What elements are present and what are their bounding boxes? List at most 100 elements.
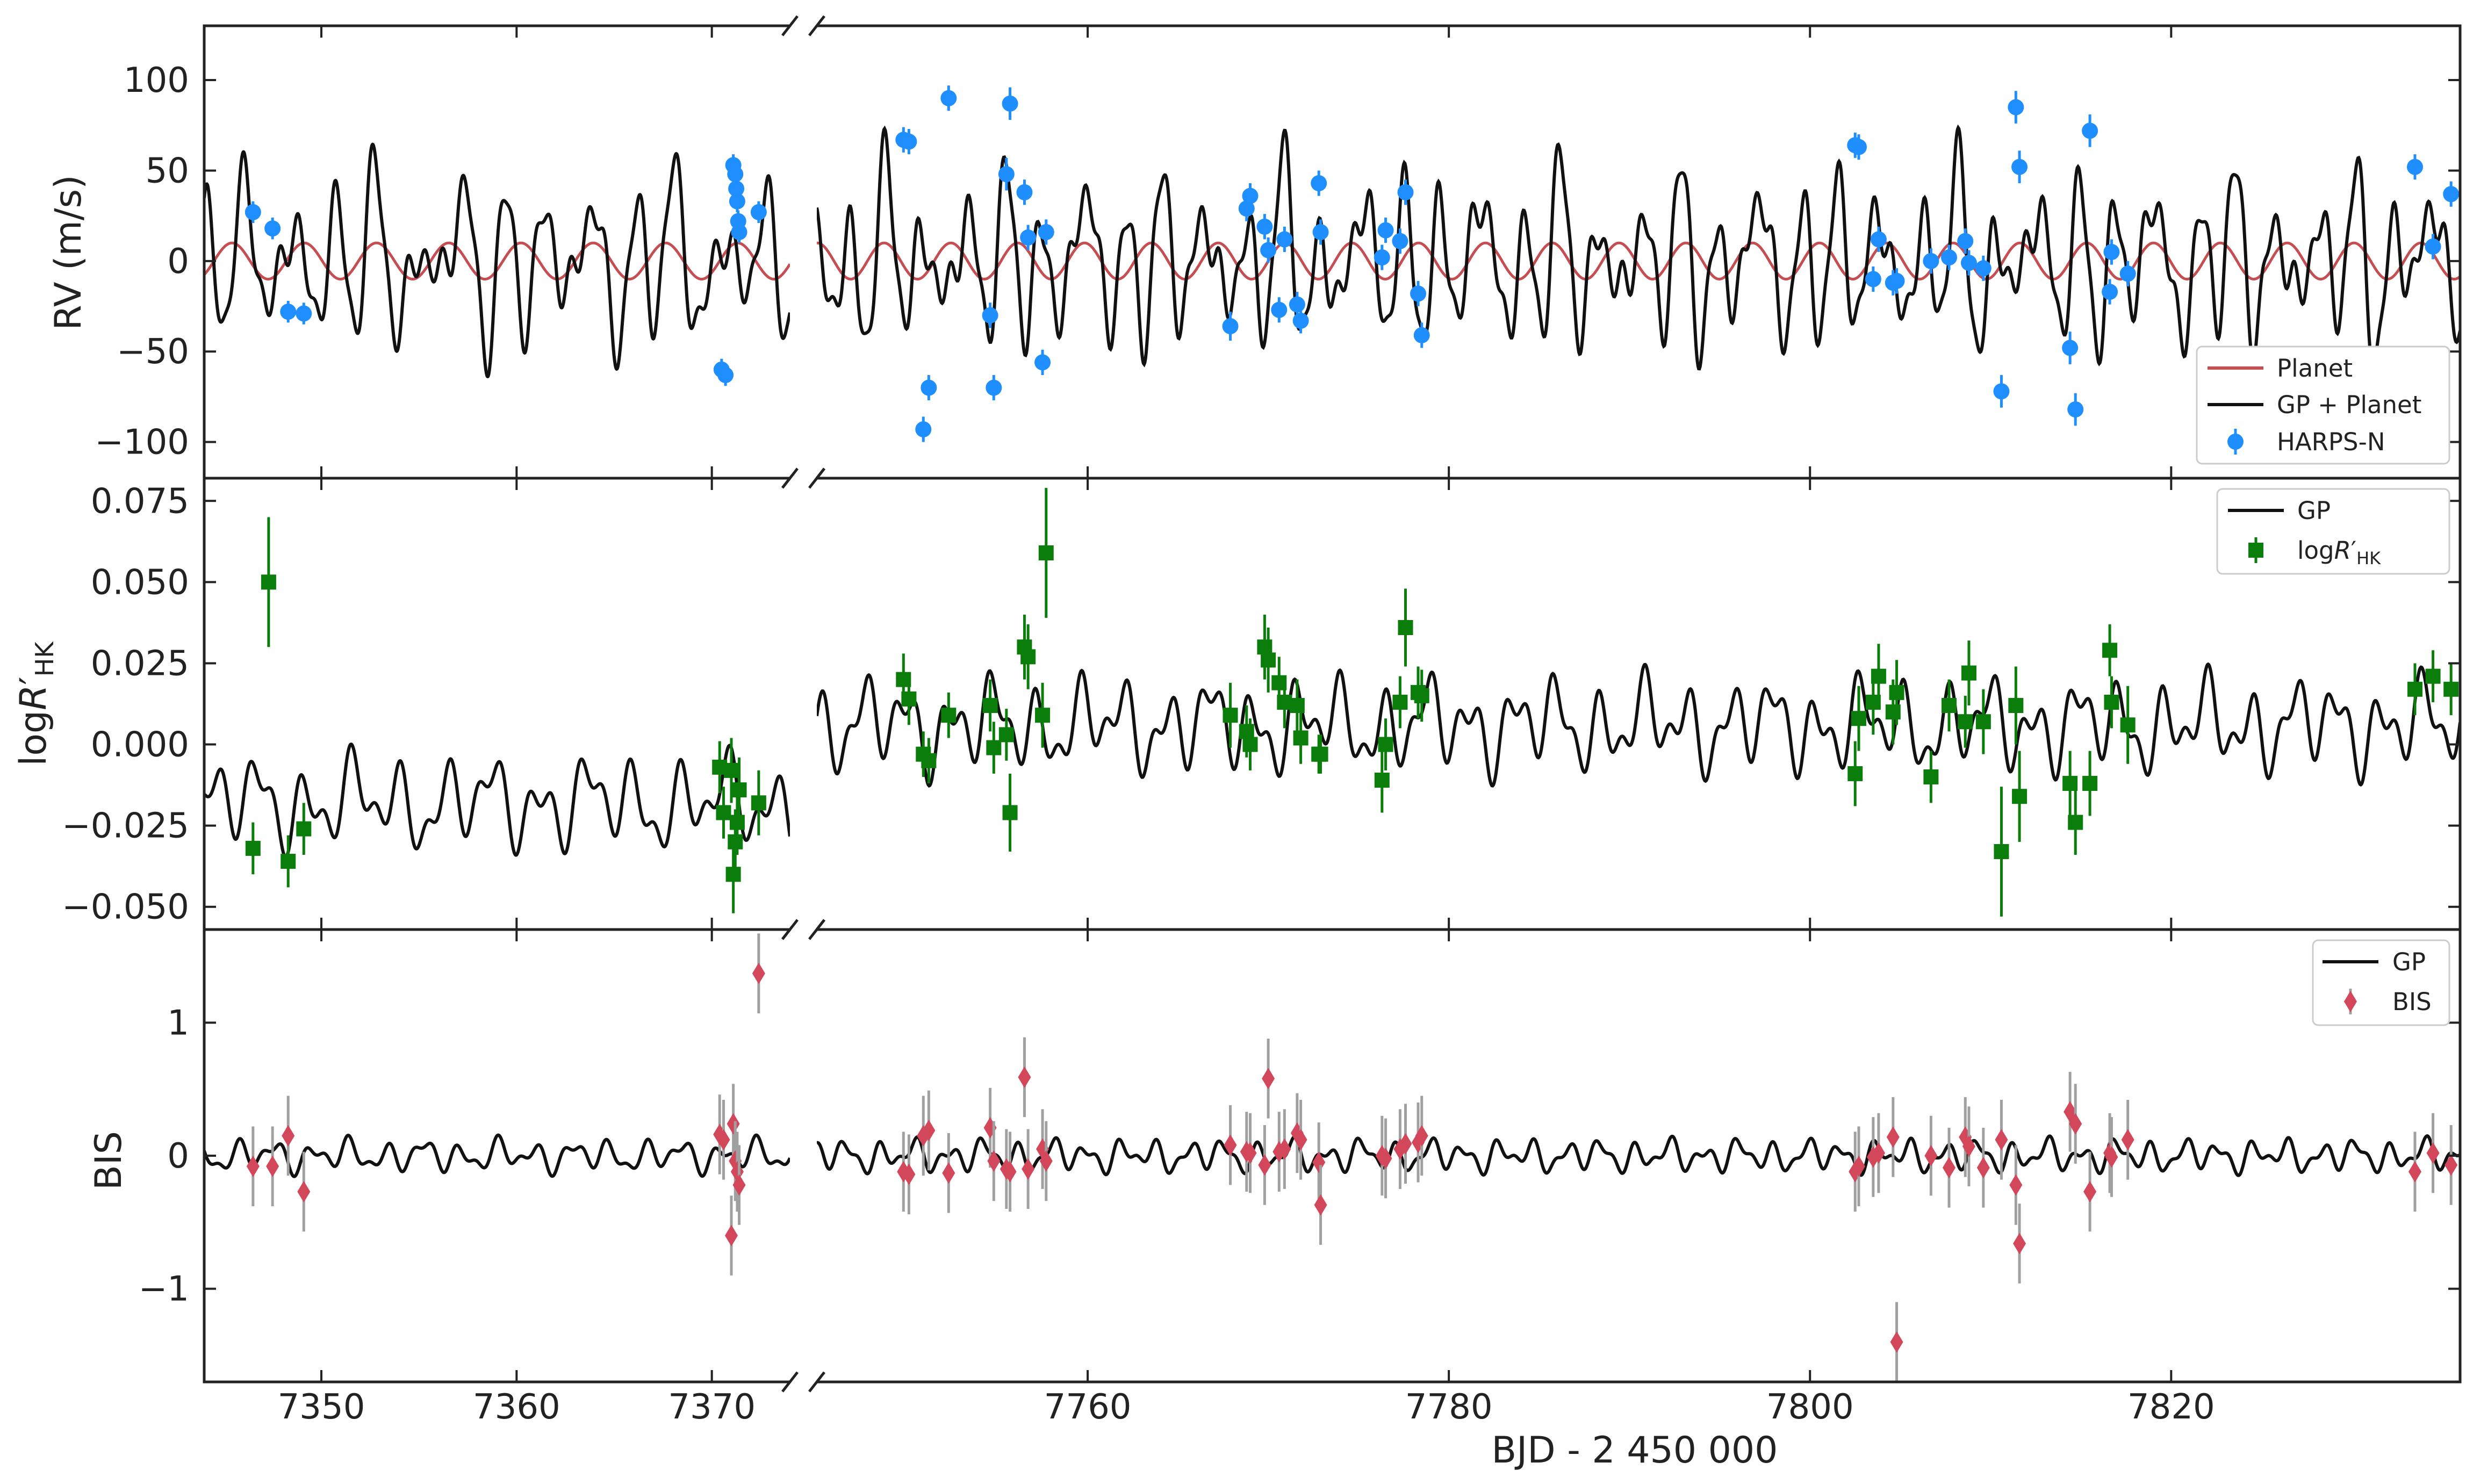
y-tick-label: −100 [95, 423, 189, 463]
rv-data-point [1311, 175, 1327, 192]
rv-data-point [1888, 272, 1905, 289]
activity-gp-line [817, 662, 2460, 788]
rv-data-point [1016, 184, 1033, 200]
bis-data-point [246, 1155, 260, 1177]
rv-data-point [986, 379, 1002, 396]
rv-data-point [1923, 253, 1939, 269]
x-tick-label: 7800 [1766, 1387, 1854, 1427]
activity-data-point [1961, 665, 1976, 681]
break-mark [808, 919, 825, 940]
bis-data-point [1314, 1194, 1327, 1216]
activity-data-point [1958, 714, 1973, 730]
bis-data-point [1018, 1066, 1031, 1088]
activity-data-point [2008, 698, 2024, 714]
rv-data-point [1397, 184, 1414, 200]
x-tick-label: 7360 [473, 1387, 560, 1427]
activity-data-point [2104, 694, 2119, 710]
rv-data-point [940, 90, 957, 106]
activity-data-point [998, 727, 1014, 743]
rv-data-point [245, 204, 261, 220]
legend-rhk-marker [2248, 543, 2263, 558]
bis-points [246, 933, 2458, 1382]
rv-data-point [1292, 312, 1309, 329]
rv-data-point [1410, 285, 1427, 302]
activity-data-point [2068, 815, 2083, 830]
break-mark [808, 15, 825, 37]
rv-data-point [1222, 318, 1239, 335]
activity-lines-left [204, 743, 790, 859]
bis-data-point [297, 1180, 311, 1202]
activity-data-point [1398, 619, 1413, 635]
break-mark [808, 467, 825, 489]
rv-data-point [2103, 244, 2120, 260]
activity-axes: −0.050 −0.025 0.000 0.025 0.050 0.075 [62, 477, 2462, 931]
bis-data-point [2121, 1129, 2134, 1151]
activity-data-point [1847, 766, 1863, 781]
y-tick-label: 0.050 [91, 563, 189, 602]
legend-gp-planet-label: GP + Planet [2277, 391, 2421, 419]
bis-data-point [282, 1125, 295, 1147]
activity-data-point [2012, 789, 2028, 804]
rv-data-point [982, 307, 998, 323]
break-mark [781, 1371, 799, 1393]
activity-data-point [2425, 668, 2441, 684]
activity-data-point [986, 740, 1002, 755]
rv-legend-box [2196, 345, 2450, 465]
bis-data-point [1224, 1134, 1237, 1156]
rv-y-axis-label: RV (m/s) [47, 175, 90, 330]
rv-data-point [717, 367, 734, 384]
rv-data-point [1276, 231, 1293, 248]
bis-gp-line [204, 1133, 790, 1178]
rv-data-point [1993, 383, 2010, 400]
activity-data-point [729, 815, 745, 830]
rv-data-point [901, 133, 917, 150]
rv-data-point [915, 421, 932, 438]
bis-data-point [2069, 1113, 2082, 1135]
activity-data-point [1941, 698, 1957, 714]
rv-data-point [264, 220, 281, 237]
activity-data-point [1889, 685, 1904, 700]
rv-legend: Planet GP + Planet HARPS-N [2196, 345, 2450, 465]
rv-data-point [2008, 99, 2024, 116]
legend-bis-label: BIS [2392, 988, 2432, 1016]
activity-data-point [1994, 844, 2009, 859]
bis-data-point [2105, 1146, 2118, 1168]
bis-data-point [1022, 1158, 1035, 1180]
break-mark [808, 1371, 825, 1393]
axis-break-marks [781, 15, 825, 1393]
rv-data-point [1256, 218, 1273, 235]
y-tick-label: −0.050 [62, 888, 189, 927]
bis-data-point [1243, 1142, 1257, 1164]
x-tick-label: 7760 [1044, 1387, 1132, 1427]
rv-data-point [2406, 159, 2423, 175]
activity-data-point [1257, 639, 1272, 655]
activity-gp-line [204, 743, 790, 859]
rv-data-point [750, 204, 767, 220]
bis-data-point [1039, 1150, 1053, 1172]
bis-data-point [1942, 1157, 1955, 1179]
y-tick-label: 0.025 [91, 644, 189, 683]
gp-planet-model-line [817, 124, 2460, 371]
x-tick-label: 7350 [278, 1387, 365, 1427]
activity-data-point [1223, 708, 1238, 723]
activity-data-point [1414, 688, 1429, 703]
y-tick-label: 50 [146, 151, 189, 191]
bis-data-point [1924, 1145, 1938, 1166]
rv-data-point [1957, 233, 1974, 249]
bis-data-point [942, 1162, 955, 1184]
activity-data-point [1261, 652, 1276, 668]
activity-panel: −0.050 −0.025 0.000 0.025 0.050 0.075 logR′HK… [12, 477, 2462, 931]
rv-data-point [921, 379, 937, 396]
rv-data-point [2443, 186, 2460, 203]
activity-data-point [1038, 545, 1054, 560]
rv-data-point [1289, 296, 1305, 313]
y-tick-label: −0.025 [62, 806, 189, 846]
rv-data-point [998, 166, 1015, 183]
axes-frame-left [203, 928, 790, 1384]
legend-gp-label: GP [2297, 496, 2331, 525]
x-tick-label: 7370 [668, 1387, 756, 1427]
activity-data-point [901, 691, 917, 707]
bis-data-point [987, 1150, 1001, 1172]
bis-data-point [725, 1224, 738, 1247]
